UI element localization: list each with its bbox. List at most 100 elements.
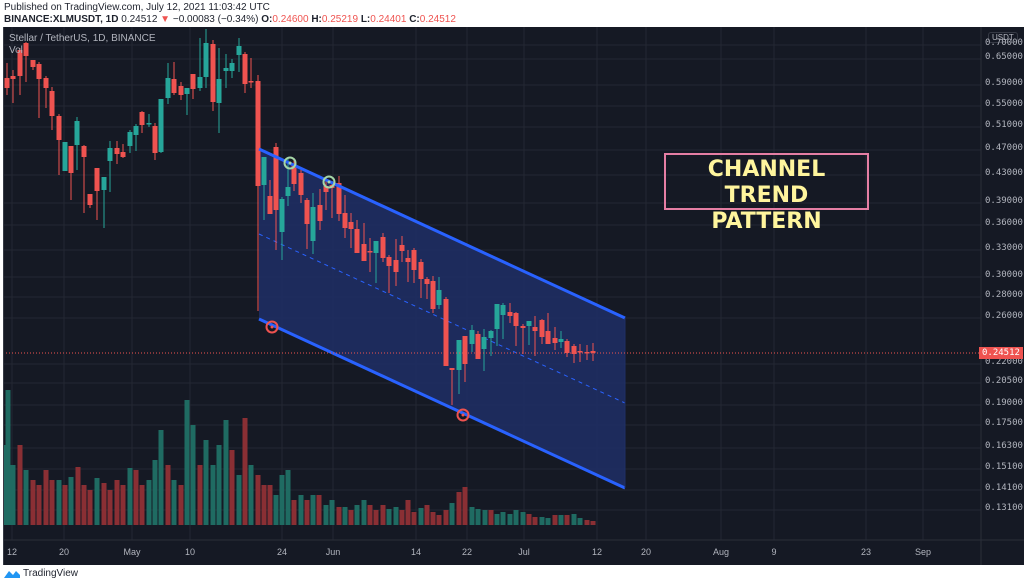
time-tick-label: 12 bbox=[6, 547, 18, 557]
candle-up bbox=[216, 79, 222, 103]
candle-up bbox=[184, 88, 190, 94]
current-price-label: 0.24512 bbox=[979, 347, 1023, 359]
candle-down bbox=[43, 78, 49, 88]
volume-bar bbox=[43, 470, 49, 525]
price-tick-label: 0.47000 bbox=[985, 143, 1023, 153]
candle-down bbox=[210, 44, 216, 102]
candle-down bbox=[291, 164, 297, 184]
channel-lower-line bbox=[258, 317, 626, 490]
candle-down bbox=[564, 341, 570, 353]
time-tick-label: 20 bbox=[640, 547, 652, 557]
candle-up bbox=[558, 339, 564, 342]
candle-down bbox=[17, 50, 23, 76]
high-value: 0.25219 bbox=[321, 14, 359, 25]
time-tick-label: 20 bbox=[58, 547, 70, 557]
price-tick-label: 0.13100 bbox=[985, 503, 1023, 513]
volume-bar bbox=[210, 465, 216, 525]
price-tick-label: 0.51000 bbox=[985, 120, 1023, 130]
candle-up bbox=[285, 187, 291, 196]
volume-bar bbox=[399, 510, 405, 525]
volume-bar bbox=[475, 509, 481, 525]
candle-down bbox=[584, 352, 590, 354]
lower-touch-marker bbox=[265, 320, 279, 334]
upper-touch-dot bbox=[327, 180, 331, 184]
volume-bar bbox=[488, 510, 494, 525]
volume-bar bbox=[75, 467, 81, 525]
volume-bar bbox=[81, 485, 87, 525]
volume-bar bbox=[348, 510, 354, 525]
candlestick-chart[interactable] bbox=[3, 27, 1024, 565]
volume-bar bbox=[17, 445, 23, 525]
footer-branding: TradingView bbox=[4, 568, 78, 579]
volume-bar bbox=[248, 465, 254, 525]
volume-bar bbox=[114, 480, 120, 525]
volume-bar bbox=[449, 503, 455, 525]
volume-bar bbox=[436, 515, 442, 525]
volume-bar bbox=[87, 490, 93, 525]
candle-up bbox=[526, 321, 532, 326]
candle-down bbox=[393, 260, 399, 272]
channel-trend-annotation[interactable]: CHANNEL TREND PATTERN bbox=[664, 153, 869, 234]
candle-down bbox=[190, 74, 196, 89]
annotation-line-2: PATTERN bbox=[711, 209, 822, 234]
volume-bar bbox=[203, 440, 209, 525]
candle-down bbox=[49, 91, 55, 116]
price-change: −0.00083 (−0.34%) bbox=[172, 14, 259, 25]
candle-down bbox=[120, 152, 126, 157]
candle-down bbox=[430, 281, 436, 309]
price-tick-label: 0.39000 bbox=[985, 196, 1023, 206]
channel-midline bbox=[258, 233, 626, 404]
volume-bar bbox=[386, 509, 392, 525]
candle-down bbox=[405, 258, 411, 262]
price-tick-label: 0.70000 bbox=[985, 38, 1023, 48]
currency-button[interactable]: USDT bbox=[988, 32, 1018, 43]
candle-up bbox=[373, 241, 379, 253]
candle-up bbox=[236, 46, 242, 55]
candle-down bbox=[114, 148, 120, 154]
candle-down bbox=[462, 336, 468, 364]
candle-up bbox=[279, 199, 285, 232]
channel-lines bbox=[258, 147, 626, 490]
candle-down bbox=[30, 60, 36, 67]
volume-bar bbox=[361, 500, 367, 525]
volume-bar bbox=[520, 512, 526, 525]
volume-bar bbox=[393, 507, 399, 525]
candle-down bbox=[532, 327, 538, 331]
volume-bar bbox=[424, 505, 430, 525]
volume-bar bbox=[354, 505, 360, 525]
candle-down bbox=[443, 299, 449, 366]
candle-down bbox=[386, 257, 392, 266]
candle-down bbox=[171, 79, 177, 93]
chart-pane[interactable]: Stellar / TetherUS, 1D, BINANCE Vol USDT… bbox=[3, 27, 1024, 565]
volume-bar bbox=[526, 514, 532, 525]
candle-down bbox=[367, 251, 373, 253]
candle-down bbox=[255, 81, 261, 186]
candle-up bbox=[62, 142, 68, 171]
volume-bar bbox=[242, 418, 248, 525]
tradingview-logo-icon bbox=[4, 570, 20, 578]
legend-volume: Vol bbox=[9, 45, 23, 56]
price-tick-label: 0.65000 bbox=[985, 52, 1023, 62]
time-tick-label: 22 bbox=[461, 547, 473, 557]
price-tick-label: 0.19000 bbox=[985, 398, 1023, 408]
candle-up bbox=[481, 337, 487, 349]
volume-bar bbox=[30, 480, 36, 525]
volume-bar bbox=[590, 521, 596, 525]
volume-bar bbox=[36, 485, 42, 525]
volume-bar bbox=[571, 514, 577, 525]
candles bbox=[4, 29, 596, 405]
upper-touch-marker bbox=[283, 156, 297, 170]
volume-bar bbox=[469, 507, 475, 525]
candle-down bbox=[348, 222, 354, 229]
volume-bar bbox=[545, 518, 551, 525]
volume-bar bbox=[127, 468, 133, 525]
volume-bar bbox=[184, 400, 190, 525]
volume-bar bbox=[229, 450, 235, 525]
price-tick-label: 0.15100 bbox=[985, 462, 1023, 472]
candle-up bbox=[469, 330, 475, 344]
volume-bar bbox=[101, 483, 107, 525]
time-tick-label: 14 bbox=[410, 547, 422, 557]
volume-bar bbox=[342, 507, 348, 525]
price-tick-label: 0.17500 bbox=[985, 418, 1023, 428]
time-tick-label: Jul bbox=[518, 547, 530, 557]
